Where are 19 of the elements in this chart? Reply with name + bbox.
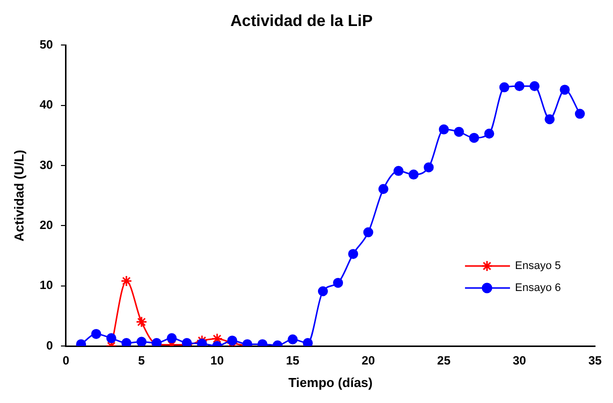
chart-title: Actividad de la LiP <box>230 13 373 30</box>
x-axis-title: Tiempo (días) <box>288 374 373 390</box>
legend-label: Ensayo 6 <box>515 282 561 294</box>
legend-label: Ensayo 5 <box>515 260 561 272</box>
y-tick-label: 20 <box>40 218 54 232</box>
y-axis-title: Actividad (U/L) <box>11 150 26 242</box>
x-tick-label: 25 <box>437 354 451 368</box>
x-tick-label: 35 <box>588 354 602 368</box>
y-tick-label: 0 <box>46 338 54 352</box>
y-tick-label: 50 <box>40 38 54 52</box>
x-tick-label: 20 <box>362 354 376 368</box>
y-tick-label: 30 <box>40 158 54 172</box>
x-tick-label: 30 <box>512 354 526 368</box>
y-tick-label: 40 <box>40 98 54 112</box>
x-tick-label: 0 <box>62 354 70 368</box>
y-tick-label: 10 <box>40 278 54 292</box>
x-tick-label: 10 <box>210 354 224 368</box>
x-tick-label: 5 <box>138 354 146 368</box>
x-tick-label: 15 <box>286 354 300 368</box>
